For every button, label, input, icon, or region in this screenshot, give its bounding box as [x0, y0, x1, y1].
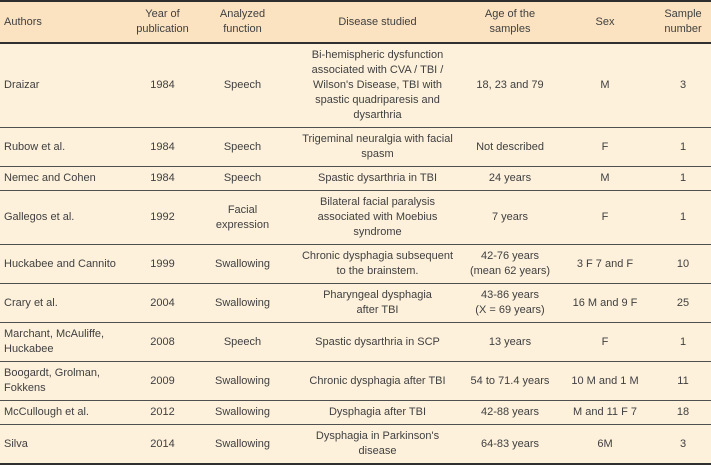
table-cell-authors: Rubow et al. — [0, 127, 130, 167]
table-cell-age: 54 to 71.4 years — [465, 361, 555, 401]
table-row: Boogardt, Grolman, Fokkens 2009 Swallowing… — [0, 361, 711, 401]
table-cell-sample: 3 — [655, 424, 711, 464]
table-cell-age: Not described — [465, 127, 555, 167]
table-cell-age: 42-76 years (mean 62 years) — [465, 244, 555, 284]
table-cell-sex: 10 M and 1 M — [555, 361, 655, 401]
table-cell-authors: Nemec and Cohen — [0, 166, 130, 191]
table-cell-sex: 6M — [555, 424, 655, 464]
table-cell-authors: Boogardt, Grolman, Fokkens — [0, 361, 130, 401]
table-cell-disease: Pharyngeal dysphagia after TBI — [290, 283, 465, 323]
table-cell-age: 7 years — [465, 190, 555, 245]
table-cell-sample: 1 — [655, 322, 711, 362]
table-cell-disease: Bilateral facial paralysis associated wi… — [290, 190, 465, 245]
table-cell-disease: Dysphagia in Parkinson's disease — [290, 424, 465, 464]
table-row: Nemec and Cohen 1984 Speech Spastic dysarth… — [0, 166, 711, 191]
table-cell-disease: Chronic dysphagia after TBI — [290, 361, 465, 401]
table-cell-authors: Draizar — [0, 43, 130, 128]
table-cell-disease: Spastic dysarthria in SCP — [290, 322, 465, 362]
table-cell-year: 2014 — [130, 424, 195, 464]
table-cell-year: 2004 — [130, 283, 195, 323]
table-body: Draizar 1984 Speech Bi-hemispheric dysfunct… — [0, 43, 711, 464]
table-cell-sex: M and 11 F 7 — [555, 400, 655, 425]
table-cell-authors: Silva — [0, 424, 130, 464]
table-cell-function: Swallowing — [195, 361, 290, 401]
table-cell-age: 64-83 years — [465, 424, 555, 464]
table-cell-sample: 1 — [655, 127, 711, 167]
table-cell-year: 1984 — [130, 166, 195, 191]
column-header-function: Analyzed function — [195, 1, 290, 44]
table-cell-sample: 1 — [655, 190, 711, 245]
column-header-disease: Disease studied — [290, 1, 465, 44]
table-cell-function: Facial expression — [195, 190, 290, 245]
table-cell-authors: Crary et al. — [0, 283, 130, 323]
table-row: Marchant, McAuliffe, Huckabee 2008 Speech S… — [0, 322, 711, 362]
table-cell-year: 2012 — [130, 400, 195, 425]
table-row: Gallegos et al. 1992 Facial expression Bila… — [0, 190, 711, 245]
table-cell-sample: 3 — [655, 43, 711, 128]
table-cell-authors: Huckabee and Cannito — [0, 244, 130, 284]
table-row: McCullough et al. 2012 Swallowing Dysphagia… — [0, 400, 711, 425]
table-cell-function: Swallowing — [195, 400, 290, 425]
table-cell-function: Swallowing — [195, 424, 290, 464]
table-cell-year: 1984 — [130, 127, 195, 167]
table-cell-sex: F — [555, 190, 655, 245]
table-cell-disease: Dysphagia after TBI — [290, 400, 465, 425]
table-cell-year: 1992 — [130, 190, 195, 245]
table-cell-sample: 10 — [655, 244, 711, 284]
table-cell-age: 43-86 years (X = 69 years) — [465, 283, 555, 323]
table-cell-sample: 1 — [655, 166, 711, 191]
table-cell-sex: F — [555, 127, 655, 167]
table-cell-authors: Marchant, McAuliffe, Huckabee — [0, 322, 130, 362]
table-cell-year: 1984 — [130, 43, 195, 128]
column-header-authors: Authors — [0, 1, 130, 44]
table-cell-authors: McCullough et al. — [0, 400, 130, 425]
table-cell-year: 2008 — [130, 322, 195, 362]
column-header-sex: Sex — [555, 1, 655, 44]
table-row: Silva 2014 Swallowing Dysphagia in Parkinso… — [0, 424, 711, 464]
table-cell-function: Swallowing — [195, 244, 290, 284]
table-cell-sex: 16 M and 9 F — [555, 283, 655, 323]
table-row: Huckabee and Cannito 1999 Swallowing Chroni… — [0, 244, 711, 284]
table-cell-disease: Bi-hemispheric dysfunction associated wi… — [290, 43, 465, 128]
table-cell-function: Swallowing — [195, 283, 290, 323]
table-cell-year: 1999 — [130, 244, 195, 284]
table-cell-authors: Gallegos et al. — [0, 190, 130, 245]
table-cell-age: 42-88 years — [465, 400, 555, 425]
table-cell-sex: M — [555, 166, 655, 191]
table-cell-sex: F — [555, 322, 655, 362]
table-row: Rubow et al. 1984 Speech Trigeminal neuralg… — [0, 127, 711, 167]
table-cell-sex: 3 F 7 and F — [555, 244, 655, 284]
table-cell-disease: Trigeminal neuralgia with facial spasm — [290, 127, 465, 167]
table-cell-age: 13 years — [465, 322, 555, 362]
table-cell-sex: M — [555, 43, 655, 128]
column-header-age: Age of the samples — [465, 1, 555, 44]
table-cell-age: 18, 23 and 79 — [465, 43, 555, 128]
table-cell-sample: 11 — [655, 361, 711, 401]
table-cell-sample: 25 — [655, 283, 711, 323]
table-cell-function: Speech — [195, 166, 290, 191]
table-cell-function: Speech — [195, 43, 290, 128]
table-cell-disease: Spastic dysarthria in TBI — [290, 166, 465, 191]
column-header-sample: Sample number — [655, 1, 711, 44]
table-row: Crary et al. 2004 Swallowing Pharyngeal dys… — [0, 283, 711, 323]
table-cell-sample: 18 — [655, 400, 711, 425]
table-cell-disease: Chronic dysphagia subsequent to the brai… — [290, 244, 465, 284]
table-header-row: Authors Year of publication Analyzed funct… — [0, 1, 711, 44]
table-row: Draizar 1984 Speech Bi-hemispheric dysfunct… — [0, 43, 711, 128]
table-cell-function: Speech — [195, 127, 290, 167]
column-header-year: Year of publication — [130, 1, 195, 44]
table-cell-year: 2009 — [130, 361, 195, 401]
table-cell-age: 24 years — [465, 166, 555, 191]
table-cell-function: Speech — [195, 322, 290, 362]
